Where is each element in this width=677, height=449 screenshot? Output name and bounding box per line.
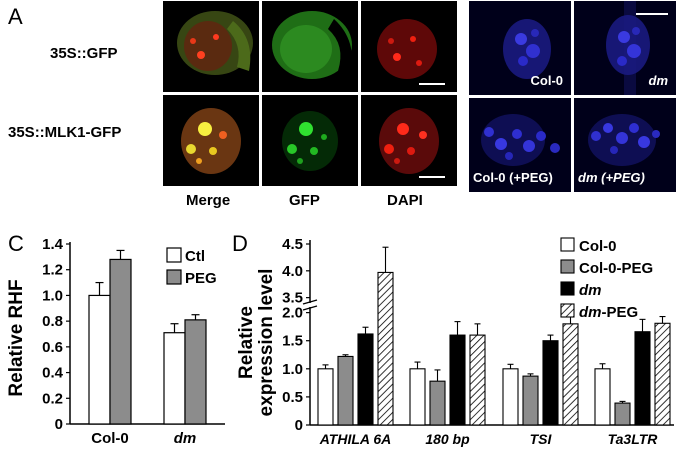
col-label-dapi: DAPI <box>387 192 423 209</box>
y-tick-label: 3.5 <box>282 290 303 307</box>
scale-bar <box>419 176 445 178</box>
legend-swatch <box>166 247 182 263</box>
y-tick-label: 0.4 <box>42 365 64 382</box>
bar <box>469 334 486 426</box>
legend-label-italic: dm <box>579 282 602 299</box>
legend-swatch <box>166 269 182 285</box>
bar <box>594 368 611 426</box>
legend-label: Col-0-PEG <box>579 260 653 277</box>
legend-swatch <box>560 303 575 318</box>
y-tick-label: 1.2 <box>42 262 63 279</box>
y-tick-label: 2.0 <box>282 305 303 322</box>
legend-label-italic: dm <box>579 304 602 321</box>
panel-a-letter: A <box>8 4 23 29</box>
row-label-35s-gfp: 35S::GFP <box>50 45 118 62</box>
y-tick-label: 1.4 <box>42 236 64 253</box>
x-tick-label: Ta3LTR <box>608 431 659 447</box>
x-tick-label: Col-0 <box>91 430 129 447</box>
micrograph-mlk1-gfp-gfp <box>262 95 358 186</box>
y-axis-label-line: expression level <box>256 269 277 417</box>
legend-label: Col-0 <box>579 238 617 255</box>
label-col0: Col-0 <box>530 73 564 88</box>
y-tick-label: 0.2 <box>42 390 63 407</box>
legend-label: dm <box>579 282 602 299</box>
micrograph-35s-gfp-gfp <box>262 1 358 92</box>
legend-swatch <box>560 237 575 252</box>
bar <box>317 368 334 426</box>
micrograph-col0: Col-0 <box>469 1 571 95</box>
legend-label: PEG <box>185 270 217 287</box>
bar <box>614 402 631 426</box>
y-axis-label: Relativeexpression level <box>236 269 277 417</box>
bar <box>429 380 446 426</box>
micrograph-dm: dm <box>574 1 676 95</box>
micrograph-mlk1-gfp-merge <box>163 95 259 186</box>
micrograph-dm-peg: dm (+PEG) <box>574 98 676 192</box>
x-tick-label: ATHILA 6A <box>319 431 392 447</box>
y-axis-label-line: Relative <box>236 306 257 379</box>
bar <box>88 294 111 425</box>
x-tick-label: TSI <box>530 431 553 447</box>
scale-bar <box>636 13 668 15</box>
panel-c-letter: C <box>8 231 24 256</box>
label-col0-peg: Col-0 (+PEG) <box>473 170 553 185</box>
bar <box>542 340 559 426</box>
legend-swatch <box>560 259 575 274</box>
bar <box>522 375 539 426</box>
y-tick-label: 4.0 <box>282 263 303 280</box>
bar <box>377 271 394 426</box>
micrograph-35s-gfp-dapi <box>361 1 457 92</box>
y-tick-label: 0.6 <box>42 339 63 356</box>
scale-bar <box>419 83 445 85</box>
bar <box>337 355 354 426</box>
col-label-gfp: GFP <box>289 192 320 209</box>
bar <box>502 368 519 426</box>
legend-label: dm-PEG <box>579 304 638 321</box>
y-tick-label: 1.0 <box>282 361 303 378</box>
y-axis-label: Relative RHF <box>6 279 27 396</box>
bar <box>357 333 374 426</box>
label-dm-peg: dm (+PEG) <box>578 170 645 185</box>
col-label-merge: Merge <box>186 192 231 209</box>
row-label-35s-mlk1-gfp: 35S::MLK1-GFP <box>8 124 122 141</box>
bar <box>634 331 651 426</box>
y-tick-label: 1.0 <box>42 287 63 304</box>
bar <box>654 322 671 426</box>
legend-label-rest: -PEG <box>602 304 639 321</box>
y-tick-label: 0 <box>295 417 303 434</box>
bar <box>109 258 132 425</box>
y-tick-label: 1.5 <box>282 333 303 350</box>
chart-relative-rhf: 0 0.2 0.4 0.6 0.8 1.0 1.2 1.4 Relative RHF Col-0 d… <box>6 236 225 447</box>
legend-label: Ctl <box>185 248 205 265</box>
micrograph-35s-gfp-merge <box>163 1 259 92</box>
y-tick-label: 0.5 <box>282 389 303 406</box>
axis-break-mark <box>302 305 318 311</box>
legend-swatch <box>560 281 575 296</box>
micrograph-col0-peg: Col-0 (+PEG) <box>469 98 571 192</box>
x-tick-label: 180 bp <box>425 431 470 447</box>
y-tick-label: 4.5 <box>282 236 303 253</box>
bar <box>409 368 426 426</box>
chart-relative-expression: 0 0.5 1.0 1.5 2.03.5 4.0 4.5 Relativeexpression… <box>236 236 674 447</box>
bar <box>184 319 207 425</box>
y-tick-label: 0.8 <box>42 313 63 330</box>
bar <box>449 334 466 426</box>
micrograph-mlk1-gfp-dapi <box>361 95 457 186</box>
x-tick-label: dm <box>174 430 197 447</box>
bar <box>163 332 186 425</box>
panel-d-letter: D <box>232 231 248 256</box>
label-dm: dm <box>648 73 669 88</box>
y-tick-label: 0 <box>55 416 63 433</box>
axis-break-mark <box>302 299 318 305</box>
bar <box>562 323 579 426</box>
